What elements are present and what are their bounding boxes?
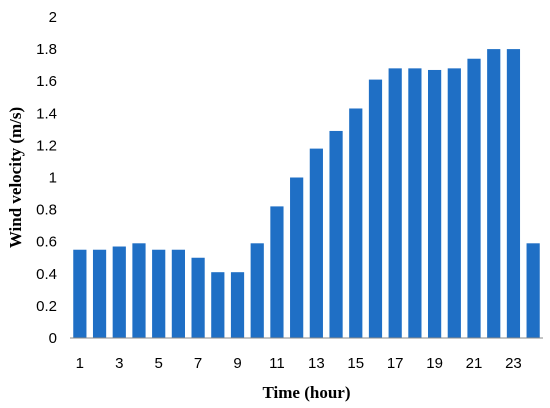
y-axis-title: Wind velocity (m/s) (6, 107, 25, 248)
bar (526, 243, 540, 338)
y-tick-label: 0.2 (36, 298, 57, 315)
y-tick-label: 1.4 (36, 105, 57, 122)
bar (428, 69, 442, 338)
y-tick-label: 0.4 (36, 266, 57, 283)
bar (191, 257, 205, 338)
bar (467, 58, 481, 338)
bar (211, 272, 225, 338)
y-tick-label: 1.8 (36, 41, 57, 58)
x-tick-label: 11 (269, 355, 285, 372)
bar (309, 148, 323, 338)
x-tick-label: 23 (505, 355, 522, 372)
bar (270, 206, 284, 338)
x-tick-label: 1 (76, 355, 84, 372)
bar (408, 68, 422, 339)
bar (250, 243, 264, 338)
bar (349, 108, 363, 338)
bar (487, 49, 501, 338)
x-tick-label: 9 (233, 355, 241, 372)
x-tick-label: 17 (387, 355, 404, 372)
bar (506, 49, 521, 338)
bars (73, 49, 540, 339)
x-tick-label: 5 (155, 355, 163, 372)
y-tick-label: 0.8 (36, 202, 57, 219)
bar (230, 272, 245, 338)
bar (92, 249, 107, 338)
bar (152, 249, 166, 338)
y-tick-label: 0 (49, 330, 57, 347)
bar (73, 249, 87, 338)
bar (171, 249, 185, 338)
x-axis-ticks: 1 3 5 7 9 11 13 15 17 19 21 23 (76, 355, 522, 372)
x-tick-label: 15 (347, 355, 364, 372)
y-tick-label: 1 (49, 170, 57, 187)
y-tick-label: 1.6 (36, 73, 57, 90)
x-tick-label: 19 (426, 355, 443, 372)
x-tick-label: 3 (115, 355, 123, 372)
bar (132, 243, 146, 338)
bar (368, 79, 383, 338)
y-tick-label: 0.6 (36, 234, 57, 251)
bar (447, 68, 461, 339)
x-tick-label: 7 (194, 355, 202, 372)
x-tick-label: 21 (466, 355, 483, 372)
bar (112, 246, 126, 338)
bar (388, 68, 402, 339)
y-tick-label: 2 (49, 9, 57, 26)
y-tick-label: 1.2 (36, 137, 57, 154)
bar (290, 177, 304, 338)
x-axis-title: Time (hour) (263, 383, 351, 402)
x-tick-label: 13 (308, 355, 325, 372)
bar (329, 130, 343, 338)
y-axis-ticks: 0 0.2 0.4 0.6 0.8 1 1.2 1.4 1.6 1.8 2 (36, 9, 57, 347)
